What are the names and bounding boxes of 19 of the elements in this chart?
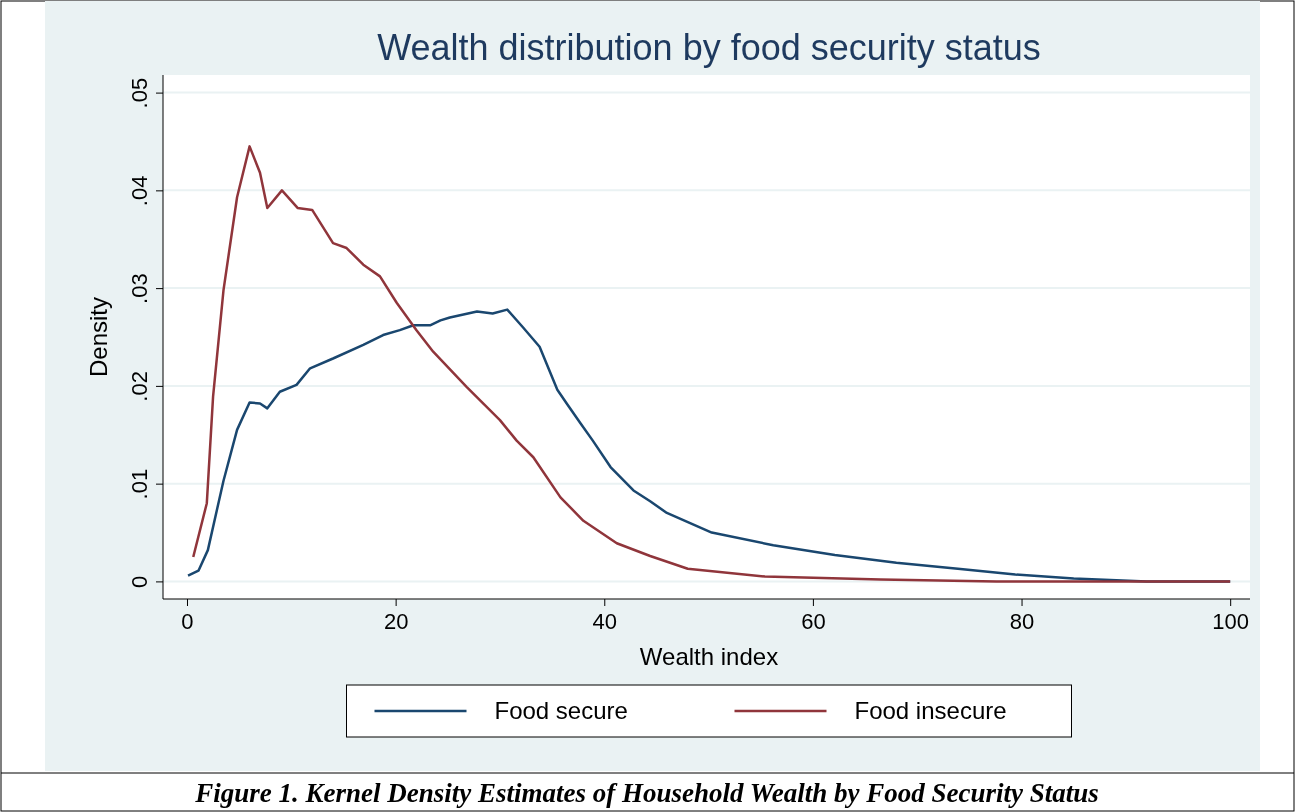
y-tick-label: .05 (126, 77, 152, 109)
legend-label: Food insecure (854, 697, 1007, 725)
x-tick-label: 100 (1212, 608, 1250, 634)
line-series (192, 145, 1232, 583)
y-axis-title: Density (85, 296, 112, 378)
y-tick-label: .04 (126, 175, 152, 207)
legend-label: Food secure (494, 697, 628, 725)
y-tick-label: .01 (126, 468, 152, 500)
x-tick-label: 20 (383, 608, 409, 634)
chart-title: Wealth distribution by food security status (377, 27, 1041, 68)
x-tick-label: 40 (592, 608, 618, 634)
x-tick-label: 80 (1009, 608, 1035, 634)
y-tick-label: .02 (126, 371, 152, 402)
x-tick-label: 0 (181, 608, 194, 634)
x-axis-title: Wealth index (639, 643, 779, 670)
y-tick-label: .03 (126, 273, 152, 304)
x-tick-label: 60 (801, 608, 826, 634)
caption: Figure 1. Kernel Density Estimates of Household Wealth by Food Security Status (194, 778, 1099, 808)
y-tick-label: 0 (126, 575, 152, 589)
